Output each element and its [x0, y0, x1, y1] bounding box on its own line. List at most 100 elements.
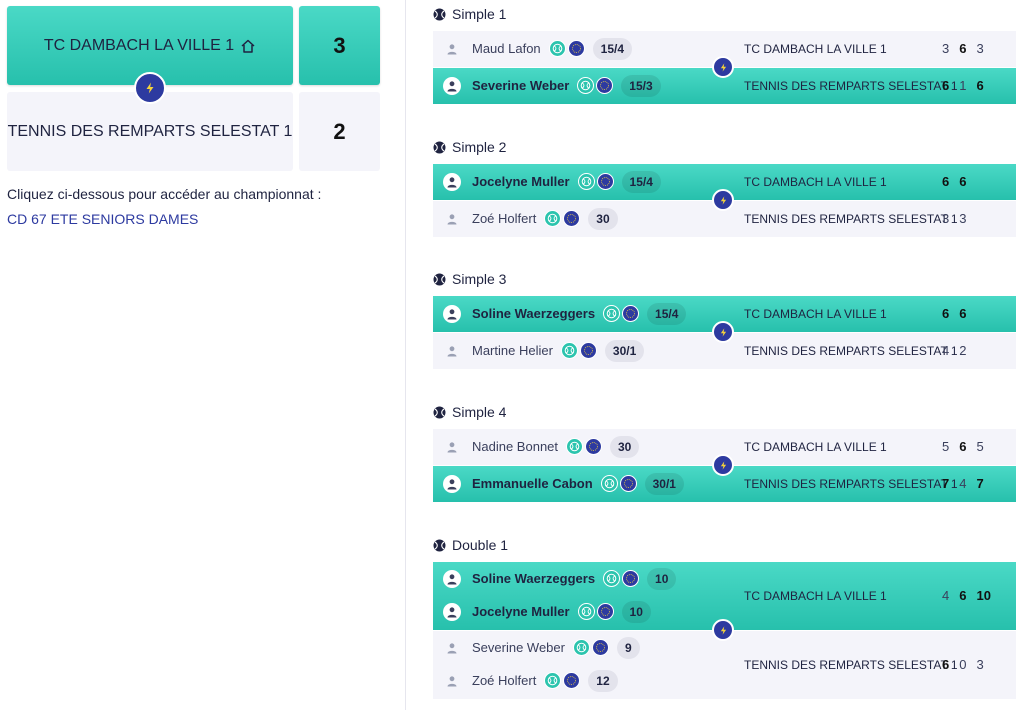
team2-name: TENNIS DES REMPARTS SELESTAT 1: [7, 122, 293, 140]
player-badges: [603, 570, 641, 587]
player-name[interactable]: Emmanuelle Cabon: [472, 476, 593, 491]
set-score: 2: [959, 343, 967, 358]
team1-box[interactable]: TC DAMBACH LA VILLE 1: [7, 6, 293, 85]
player-badges: [577, 77, 615, 94]
tennis-ball-icon: [603, 570, 621, 587]
avatar: [443, 639, 461, 657]
avatar: [443, 305, 461, 323]
championship-link[interactable]: CD 67 ETE SENIORS DAMES: [7, 211, 199, 227]
fft-badge-icon: [579, 342, 597, 359]
tennis-ball-icon: [433, 273, 446, 285]
tennis-ball-icon: [577, 173, 595, 190]
match-card[interactable]: Soline Waerzeggers 15/4 TC DAMBACH LA VILL…: [433, 296, 1016, 370]
match-card[interactable]: Soline Waerzeggers 10 Jocelyne Muller 10 TC …: [433, 562, 1016, 700]
fft-badge-icon: [596, 603, 614, 620]
set-score: 6: [959, 306, 967, 321]
team-name: TENNIS DES REMPARTS SELESTAT 1: [744, 658, 958, 672]
player-badges: [600, 475, 639, 492]
player-name[interactable]: Soline Waerzeggers: [472, 571, 596, 586]
player-name[interactable]: Zoé Holfert: [472, 673, 537, 688]
ranking-badge: 10: [621, 601, 651, 623]
player-badges: [566, 438, 604, 455]
bolt-icon: [712, 189, 734, 211]
user-icon: [447, 44, 457, 55]
home-icon: [241, 39, 255, 53]
match-card[interactable]: Jocelyne Muller 15/4 TC DAMBACH LA VILLE 1…: [433, 164, 1016, 238]
set-score: 6: [942, 657, 950, 672]
player-name[interactable]: Jocelyne Muller: [472, 604, 570, 619]
fft-badge-icon: [619, 475, 637, 492]
set-score: 6: [959, 588, 967, 603]
user-icon: [447, 309, 457, 320]
fft-badge-icon: [622, 305, 640, 322]
set-score: 6: [942, 174, 950, 189]
user-icon: [447, 214, 457, 225]
ranking-badge: 10: [647, 568, 677, 590]
set-score: 4: [942, 343, 950, 358]
set-score: 6: [942, 306, 950, 321]
tennis-ball-icon: [433, 406, 446, 418]
avatar: [443, 570, 461, 588]
set-score: 1: [959, 78, 967, 93]
match-title-label: Simple 2: [452, 139, 507, 155]
set-score: 6: [942, 78, 950, 93]
fft-badge-icon: [567, 40, 585, 57]
match-title-label: Double 1: [452, 537, 509, 553]
player-name[interactable]: Severine Weber: [472, 640, 565, 655]
avatar: [443, 603, 461, 621]
set-score: 5: [976, 439, 984, 454]
championship-info-text: Cliquez ci-dessous pour accéder au champ…: [7, 186, 322, 202]
ranking-badge: 15/4: [592, 38, 633, 60]
ranking-badge: 30/1: [644, 473, 684, 495]
team-row: Martine Helier 30/1 TENNIS DES REMPARTS SE…: [433, 333, 1016, 369]
player-badges: [572, 639, 611, 656]
tennis-ball-icon: [600, 475, 618, 492]
fft-badge-icon: [563, 672, 581, 689]
set-score: 3: [976, 41, 984, 56]
bolt-icon: [712, 619, 734, 641]
bolt-icon: [134, 72, 166, 104]
ranking-badge: 15/3: [621, 75, 661, 97]
match-title: Double 1: [433, 537, 508, 553]
avatar: [443, 342, 461, 360]
match-title: Simple 4: [433, 404, 506, 420]
player-name[interactable]: Severine Weber: [472, 78, 570, 93]
ranking-badge: 12: [588, 670, 618, 692]
tennis-ball-icon: [603, 305, 621, 322]
player-badges: [603, 305, 641, 322]
column-divider: [405, 0, 406, 710]
set-score: 3: [942, 41, 950, 56]
team2-box[interactable]: TENNIS DES REMPARTS SELESTAT 1: [7, 92, 293, 171]
player-name[interactable]: Nadine Bonnet: [472, 439, 559, 454]
player-badges: [560, 342, 599, 359]
team-score-card: TC DAMBACH LA VILLE 1 3 TENNIS DES REMPA…: [7, 6, 381, 172]
player-name[interactable]: Martine Helier: [472, 343, 553, 358]
tennis-ball-icon: [572, 639, 590, 656]
ranking-badge: 15/4: [647, 303, 687, 325]
match-title-label: Simple 4: [452, 404, 507, 420]
match-card[interactable]: Maud Lafon 15/4 TC DAMBACH LA VILLE 1 3 6 3 Se…: [433, 31, 1016, 105]
tennis-ball-icon: [560, 342, 578, 359]
player-name[interactable]: Soline Waerzeggers: [472, 306, 596, 321]
player-name[interactable]: Zoé Holfert: [472, 211, 537, 226]
bolt-icon: [712, 321, 734, 343]
player-name[interactable]: Maud Lafon: [472, 41, 541, 56]
avatar: [443, 173, 461, 191]
fft-badge-icon: [596, 77, 614, 94]
player-name[interactable]: Jocelyne Muller: [472, 174, 570, 189]
set-score: 3: [976, 657, 984, 672]
user-icon: [447, 81, 457, 92]
avatar: [443, 475, 461, 493]
fft-badge-icon: [591, 639, 609, 656]
set-score: 3: [959, 211, 967, 226]
tennis-ball-icon: [548, 40, 566, 57]
fft-badge-icon: [596, 173, 614, 190]
